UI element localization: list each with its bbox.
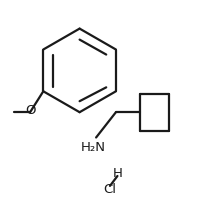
- Text: Cl: Cl: [103, 183, 116, 196]
- Text: H₂N: H₂N: [80, 141, 105, 154]
- Text: O: O: [25, 103, 35, 117]
- Text: H: H: [113, 167, 123, 180]
